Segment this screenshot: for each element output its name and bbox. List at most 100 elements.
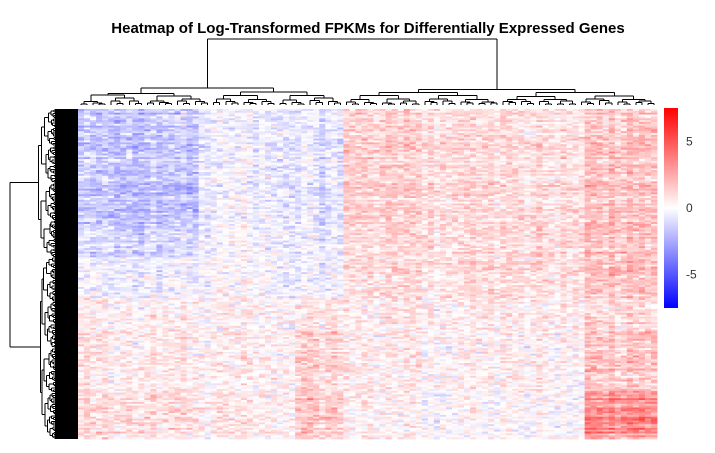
heatmap-cell bbox=[168, 186, 175, 190]
heatmap-cell bbox=[494, 123, 501, 127]
heatmap-cell bbox=[644, 125, 652, 128]
heatmap-cell bbox=[415, 146, 423, 149]
heatmap-cell bbox=[186, 142, 193, 145]
heatmap-cell bbox=[210, 120, 218, 123]
heatmap-cell bbox=[614, 109, 622, 112]
heatmap-cell bbox=[584, 142, 592, 145]
heatmap-cell bbox=[114, 153, 121, 156]
heatmap-cell bbox=[482, 155, 489, 158]
heatmap-cell bbox=[96, 153, 103, 156]
heatmap-cell bbox=[439, 110, 447, 114]
heatmap-cell bbox=[204, 177, 212, 180]
heatmap-cell bbox=[246, 164, 254, 167]
heatmap-cell bbox=[126, 134, 133, 138]
heatmap-cell bbox=[578, 133, 586, 136]
heatmap-cell bbox=[421, 134, 429, 138]
heatmap-cell bbox=[90, 164, 97, 167]
heatmap-cell bbox=[168, 123, 175, 127]
heatmap-cell bbox=[186, 164, 193, 167]
heatmap-cell bbox=[319, 149, 326, 153]
heatmap-cell bbox=[156, 133, 163, 136]
heatmap-cell bbox=[379, 116, 386, 119]
heatmap-cell bbox=[421, 129, 429, 132]
heatmap-cell bbox=[216, 121, 224, 125]
heatmap-cell bbox=[482, 185, 489, 188]
heatmap-cell bbox=[114, 157, 121, 160]
heatmap-cell bbox=[421, 110, 429, 114]
heatmap-cell bbox=[228, 149, 236, 153]
heatmap-cell bbox=[84, 149, 91, 153]
heatmap-cell bbox=[277, 129, 284, 132]
heatmap-cell bbox=[608, 110, 616, 114]
heatmap-cell bbox=[295, 125, 302, 128]
heatmap-cell bbox=[198, 146, 206, 149]
heatmap-cell bbox=[96, 114, 103, 117]
heatmap-cell bbox=[295, 118, 302, 121]
heatmap-cell bbox=[283, 172, 290, 175]
heatmap-cell bbox=[234, 175, 242, 178]
heatmap-cell bbox=[78, 179, 85, 182]
heatmap-cell bbox=[162, 159, 169, 162]
heatmap-cell bbox=[614, 121, 622, 125]
heatmap-cell bbox=[108, 127, 115, 130]
heatmap-cell bbox=[608, 166, 616, 169]
heatmap-cell bbox=[343, 109, 350, 112]
heatmap-cell bbox=[482, 166, 489, 169]
heatmap-cell bbox=[325, 166, 332, 169]
heatmap-cell bbox=[355, 136, 362, 140]
heatmap-cell bbox=[590, 153, 598, 156]
heatmap-cell bbox=[476, 116, 483, 119]
heatmap-cell bbox=[240, 159, 248, 162]
heatmap-cell bbox=[578, 125, 586, 128]
heatmap-cell bbox=[204, 179, 212, 182]
heatmap-cell bbox=[614, 168, 622, 171]
heatmap-cell bbox=[650, 125, 658, 128]
heatmap-cell bbox=[240, 118, 248, 121]
heatmap-cell bbox=[445, 144, 453, 147]
heatmap-cell bbox=[584, 160, 592, 164]
heatmap-cell bbox=[295, 164, 302, 167]
heatmap-cell bbox=[271, 121, 278, 125]
heatmap-cell bbox=[536, 164, 543, 167]
heatmap-cell bbox=[271, 155, 278, 158]
heatmap-cell bbox=[385, 110, 393, 114]
heatmap-cell bbox=[222, 159, 230, 162]
heatmap-cell bbox=[578, 123, 586, 127]
heatmap-cell bbox=[542, 153, 549, 156]
heatmap-cell bbox=[264, 133, 272, 136]
heatmap-cell bbox=[427, 157, 435, 160]
heatmap-cell bbox=[427, 185, 435, 188]
heatmap-cell bbox=[385, 127, 393, 130]
heatmap-cell bbox=[216, 110, 224, 114]
heatmap-cell bbox=[578, 162, 586, 166]
heatmap-cell bbox=[620, 149, 628, 153]
heatmap-cell bbox=[470, 142, 477, 145]
heatmap-cell bbox=[638, 146, 646, 149]
heatmap-cell bbox=[566, 177, 573, 180]
heatmap-cell bbox=[644, 172, 652, 175]
heatmap-cell bbox=[96, 109, 103, 112]
heatmap-cell bbox=[482, 149, 489, 153]
heatmap-cell bbox=[204, 160, 212, 164]
heatmap-cell bbox=[198, 172, 206, 175]
heatmap-cell bbox=[482, 157, 489, 160]
heatmap-cell bbox=[156, 177, 163, 180]
heatmap-cell bbox=[252, 116, 260, 119]
heatmap-cell bbox=[174, 186, 181, 190]
heatmap-cell bbox=[246, 116, 254, 119]
heatmap-cell bbox=[319, 146, 326, 149]
heatmap-cell bbox=[427, 177, 435, 180]
heatmap-cell bbox=[283, 118, 290, 121]
heatmap-cell bbox=[488, 162, 495, 166]
heatmap-cell bbox=[162, 170, 169, 173]
heatmap-cell bbox=[524, 172, 531, 175]
heatmap-cell bbox=[138, 142, 145, 145]
heatmap-cell bbox=[114, 133, 121, 136]
heatmap-cell bbox=[439, 123, 447, 127]
heatmap-cell bbox=[500, 127, 507, 130]
heatmap-cell bbox=[584, 112, 592, 115]
heatmap-cell bbox=[252, 188, 260, 191]
heatmap-cell bbox=[602, 177, 610, 180]
heatmap-cell bbox=[331, 136, 338, 140]
heatmap-cell bbox=[530, 149, 537, 153]
